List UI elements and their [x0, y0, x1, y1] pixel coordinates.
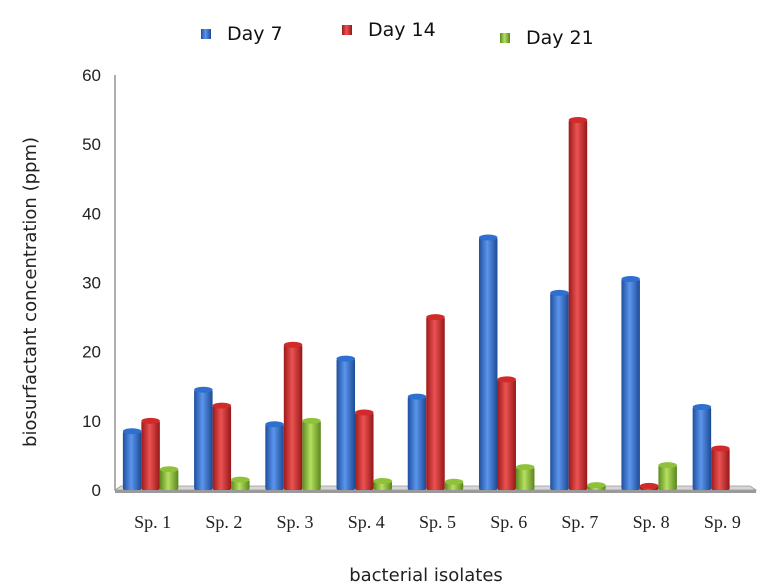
- bar-day-14-sp-9: [711, 445, 730, 490]
- bar-day-21-sp-8: [658, 462, 677, 490]
- bar-day-7-sp-9: [692, 404, 712, 490]
- y-tick-label: 20: [82, 343, 101, 362]
- bar-day-14-sp-7: [568, 116, 588, 490]
- bar-day-21-sp-4: [373, 478, 393, 490]
- legend-label: Day 7: [227, 23, 283, 45]
- x-tick-label: Sp. 5: [419, 512, 456, 532]
- x-tick-label: Sp. 1: [134, 512, 171, 532]
- y-tick-label: 0: [92, 481, 101, 500]
- legend-item-day-7: Day 7: [201, 23, 283, 45]
- y-tick-label: 30: [82, 274, 101, 293]
- bar-day-21-sp-7: [587, 482, 606, 490]
- x-tick-label: Sp. 3: [277, 512, 314, 532]
- x-tick-label: Sp. 2: [205, 512, 242, 532]
- x-tick-label: Sp. 7: [561, 512, 598, 532]
- x-tick-label: Sp. 8: [633, 512, 670, 532]
- bar-day-7-sp-7: [550, 289, 569, 490]
- legend-swatch: [342, 25, 352, 35]
- legend-label: Day 14: [368, 19, 436, 41]
- x-axis-title: bacterial isolates: [349, 565, 503, 585]
- bars: [122, 116, 730, 490]
- legend-label: Day 21: [526, 27, 594, 49]
- legend-item-day-14: Day 14: [342, 19, 436, 41]
- legend-swatch: [201, 29, 211, 39]
- x-axis: Sp. 1 Sp. 2 Sp. 3 Sp. 4 Sp. 5 Sp. 6 Sp. 7 Sp. 8…: [134, 512, 741, 532]
- bar-day-21-sp-2: [231, 476, 250, 490]
- bar-day-14-sp-2: [212, 402, 232, 490]
- y-tick-label: 60: [82, 66, 101, 85]
- legend-swatch: [500, 33, 510, 43]
- x-tick-label: Sp. 9: [704, 512, 741, 532]
- legend: Day 7 Day 14 Day 21: [201, 19, 594, 49]
- floor-edge: [115, 490, 756, 493]
- y-tick-label: 10: [82, 412, 101, 431]
- x-tick-label: Sp. 4: [348, 512, 385, 532]
- bar-day-21-sp-5: [444, 478, 464, 490]
- bar-day-7-sp-5: [407, 393, 427, 490]
- bar-day-21-sp-6: [515, 464, 535, 490]
- bar-day-14-sp-8: [639, 482, 659, 490]
- bar-day-7-sp-4: [336, 355, 356, 490]
- bar-day-21-sp-1: [159, 466, 179, 490]
- y-tick-label: 50: [82, 135, 101, 154]
- bar-day-7-sp-1: [122, 428, 142, 490]
- x-tick-label: Sp. 6: [490, 512, 527, 532]
- bar-day-7-sp-8: [621, 276, 640, 490]
- bar-day-7-sp-3: [265, 421, 284, 490]
- legend-item-day-21: Day 21: [500, 27, 594, 49]
- bar-day-7-sp-2: [194, 386, 213, 490]
- bar-day-21-sp-3: [302, 417, 321, 490]
- y-axis-title: biosurfactant concentration (ppm): [20, 137, 41, 447]
- bar-day-14-sp-4: [355, 409, 374, 490]
- bar-day-14-sp-6: [497, 376, 516, 490]
- bar-day-14-sp-1: [141, 417, 160, 490]
- bar-day-14-sp-3: [283, 341, 303, 490]
- bar-day-14-sp-5: [426, 314, 445, 490]
- y-axis: 0 10 20 30 40 50 60: [82, 66, 116, 500]
- y-tick-label: 40: [82, 204, 101, 223]
- bar-day-7-sp-6: [478, 234, 498, 490]
